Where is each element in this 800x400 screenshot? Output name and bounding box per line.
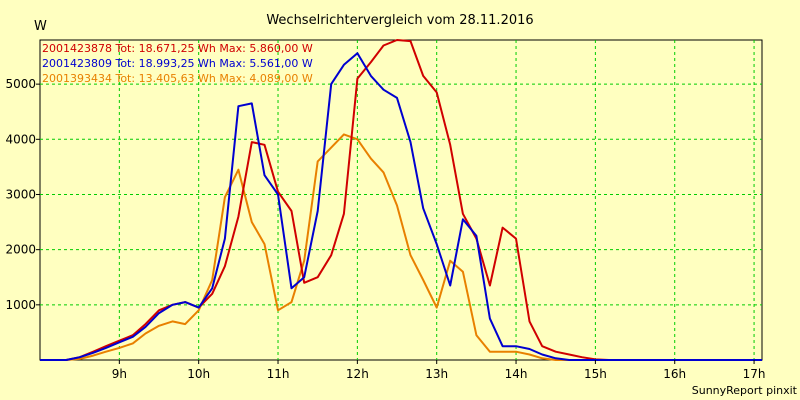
chart-title: Wechselrichtervergleich vom 28.11.2016 [266,13,533,28]
series-line-3 [40,133,762,361]
y-tick-label: 5000 [5,77,36,91]
plot-area [39,39,763,361]
x-tick-label: 17h [743,367,766,381]
y-tick-label: 1000 [5,298,36,312]
x-tick-label: 15h [584,367,607,381]
y-tick-label: 4000 [5,132,36,146]
x-tick-label: 16h [663,367,686,381]
y-tick-label: 2000 [5,243,36,257]
y-tick-label: 3000 [5,187,36,201]
legend-entry-2: 2001423809 Tot: 18.993,25 Wh Max: 5.561,… [42,57,313,70]
legend-entry-3: 2001393434 Tot: 13.405,63 Wh Max: 4.089,… [42,72,313,85]
series-layer [40,39,762,361]
footer-credit: SunnyReport pinxit [692,384,798,397]
legend-entry-1: 2001423878 Tot: 18.671,25 Wh Max: 5.860,… [42,42,313,55]
series-line-2 [40,52,762,361]
x-tick-label: 13h [425,367,448,381]
x-tick-label: 11h [267,367,290,381]
x-tick-label: 10h [187,367,210,381]
legend: 2001423878 Tot: 18.671,25 Wh Max: 5.860,… [42,42,313,85]
x-tick-label: 14h [505,367,528,381]
axis-layer: 9h 10h 11h 12h 13h 14h 15h 16h 17h 1000 2000 3000 40… [5,77,765,381]
x-tick-label: 12h [346,367,369,381]
series-line-1 [40,39,762,361]
y-axis-label: W [34,19,47,34]
x-tick-label: 9h [112,367,127,381]
